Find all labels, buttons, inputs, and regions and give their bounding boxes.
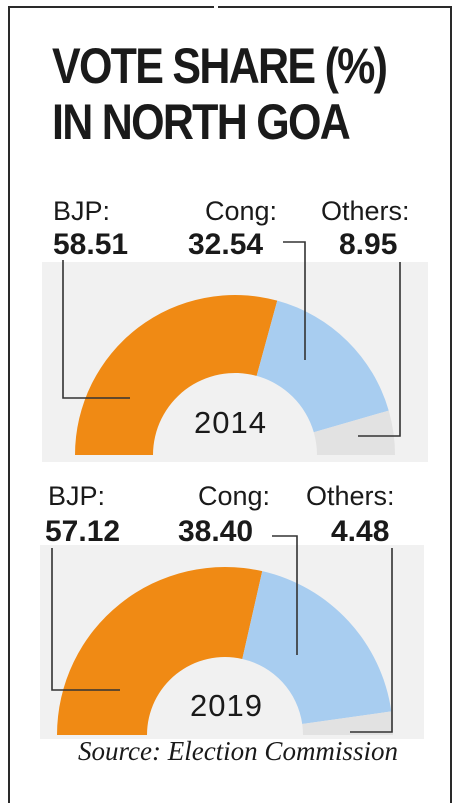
value-others-2014: 8.95 <box>339 228 398 261</box>
value-bjp-2019: 57.12 <box>45 515 121 548</box>
title-line-2: IN NORTH GOA <box>52 94 351 150</box>
slice-others-2014 <box>313 410 395 455</box>
leader-line-cong-2014 <box>283 241 306 360</box>
slice-cong-2019 <box>242 571 392 725</box>
label-cong-2014: Cong: <box>205 196 278 226</box>
leader-line-bjp-2019 <box>51 548 120 691</box>
value-others-2019: 4.48 <box>331 515 390 548</box>
source-note: Source: Election Commission <box>78 736 398 766</box>
leader-line-others-2014 <box>358 262 401 437</box>
chart-title: VOTE SHARE (%) IN NORTH GOA <box>52 38 388 150</box>
slice-bjp-2014 <box>75 294 278 455</box>
title-line-1: VOTE SHARE (%) <box>52 38 388 94</box>
label-cong-2019: Cong: <box>198 481 271 511</box>
frame-top-left <box>8 6 214 8</box>
slice-bjp-2019 <box>57 567 263 735</box>
year-2014: 2014 <box>194 405 267 440</box>
leader-line-bjp-2014 <box>62 260 130 399</box>
label-others-2014: Others: <box>321 196 410 226</box>
year-2019: 2019 <box>190 688 263 723</box>
frame <box>8 6 452 803</box>
leader-line-cong-2019 <box>272 535 298 655</box>
value-bjp-2014: 58.51 <box>53 228 129 261</box>
label-bjp-2014: BJP: <box>53 196 111 226</box>
value-cong-2014: 32.54 <box>188 228 264 261</box>
label-bjp-2019: BJP: <box>48 481 106 511</box>
leader-line-others-2019 <box>350 548 393 733</box>
slice-cong-2014 <box>256 300 389 433</box>
frame-top-right <box>218 6 452 8</box>
slice-others-2019 <box>302 711 394 735</box>
label-others-2019: Others: <box>306 481 395 511</box>
value-cong-2019: 38.40 <box>178 515 254 548</box>
